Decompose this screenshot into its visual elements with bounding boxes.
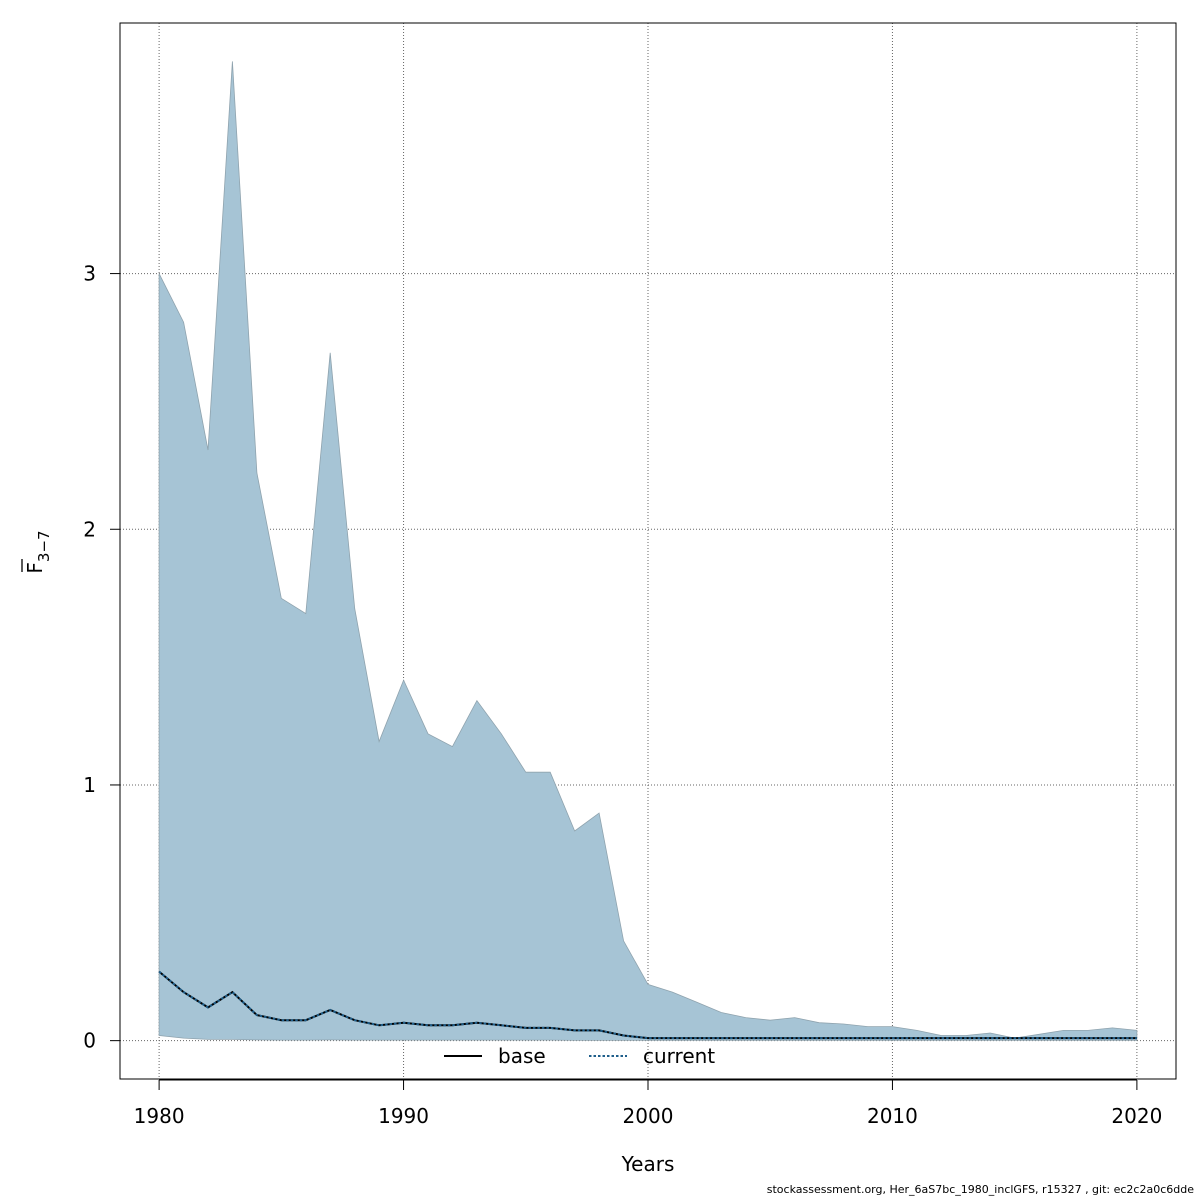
footer-credit: stockassessment.org, Her_6aS7bc_1980_inc… <box>766 1183 1194 1196</box>
y-tick-label: 2 <box>83 517 96 541</box>
svg-text:F3−7: F3−7 <box>23 530 53 573</box>
y-tick-label: 3 <box>83 262 96 286</box>
y-axis-title: F3−7 <box>21 530 53 574</box>
x-axis: 1980 1990 2000 2010 2020 <box>134 1079 1162 1128</box>
legend: base current <box>444 1044 715 1068</box>
x-axis-title: Years <box>621 1152 675 1176</box>
confidence-band-layer <box>158 61 1138 1041</box>
y-axis: 0 1 2 3 <box>83 262 121 1053</box>
confidence-band <box>158 61 1138 1041</box>
series-layer <box>158 970 1137 1040</box>
x-tick-label: 2020 <box>1111 1104 1162 1128</box>
legend-base-label: base <box>498 1044 546 1068</box>
y-axis-title-sub: 3−7 <box>35 530 53 562</box>
x-tick-label: 2010 <box>867 1104 918 1128</box>
y-axis-title-main: F <box>23 562 47 574</box>
x-tick-label: 2000 <box>623 1104 674 1128</box>
x-tick-label: 1990 <box>378 1104 429 1128</box>
y-tick-label: 1 <box>83 773 96 797</box>
x-tick-label: 1980 <box>134 1104 185 1128</box>
legend-current-label: current <box>643 1044 715 1068</box>
series-line-current <box>158 970 1137 1040</box>
y-tick-label: 0 <box>83 1029 96 1053</box>
